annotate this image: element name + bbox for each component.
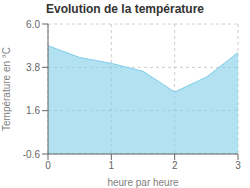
svg-text:Température en °C: Température en °C — [8, 47, 12, 131]
svg-text:2: 2 — [172, 160, 178, 171]
svg-text:6.0: 6.0 — [26, 19, 40, 30]
svg-text:1.6: 1.6 — [26, 105, 40, 116]
svg-text:3: 3 — [235, 160, 241, 171]
svg-text:1: 1 — [109, 160, 115, 171]
html-text:Evolution de la température: Evolution de la température — [46, 2, 204, 16]
svg-text:-0.6: -0.6 — [23, 149, 41, 160]
svg-text:3.8: 3.8 — [26, 62, 40, 73]
svg-text:heure par heure: heure par heure — [107, 177, 179, 188]
svg-text:0: 0 — [45, 160, 51, 171]
